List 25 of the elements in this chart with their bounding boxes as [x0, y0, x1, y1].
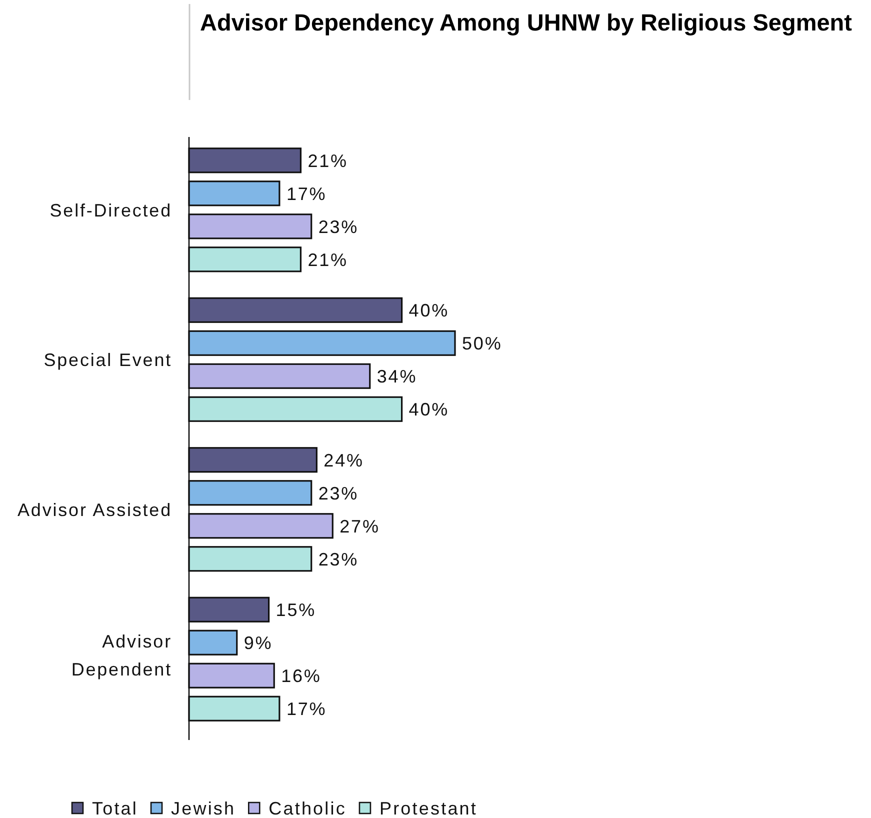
y-tick-label: Special Event: [44, 350, 172, 370]
data-label: 17%: [286, 184, 327, 204]
data-label: 40%: [408, 300, 450, 321]
data-label: 15%: [276, 600, 316, 620]
y-tick-label: Self-Directed: [50, 200, 172, 220]
text: Advisor Dependency Among UHNW by Religious Segment: [200, 9, 852, 36]
data-label: 9%: [244, 633, 273, 654]
data-label: 16%: [281, 666, 322, 686]
legend-label: Total: [92, 798, 138, 818]
data-label: 23%: [318, 483, 359, 504]
data-label: 21%: [308, 250, 348, 270]
legend-label: Jewish: [171, 798, 236, 818]
data-label: 21%: [308, 150, 348, 171]
data-label: 40%: [408, 400, 450, 420]
data-label: 34%: [376, 366, 418, 387]
data-label: 50%: [462, 334, 502, 354]
data-label: 23%: [318, 549, 359, 570]
data-label: 17%: [286, 699, 327, 720]
data-label: 24%: [324, 450, 364, 470]
y-tick-label: Advisor Dependent: [71, 632, 172, 680]
legend-label: Protestant: [379, 798, 478, 818]
legend-label: Catholic: [268, 798, 346, 818]
data-label: 27%: [340, 516, 380, 536]
y-tick-label: Advisor Assisted: [18, 500, 172, 520]
data-label: 23%: [318, 216, 359, 237]
